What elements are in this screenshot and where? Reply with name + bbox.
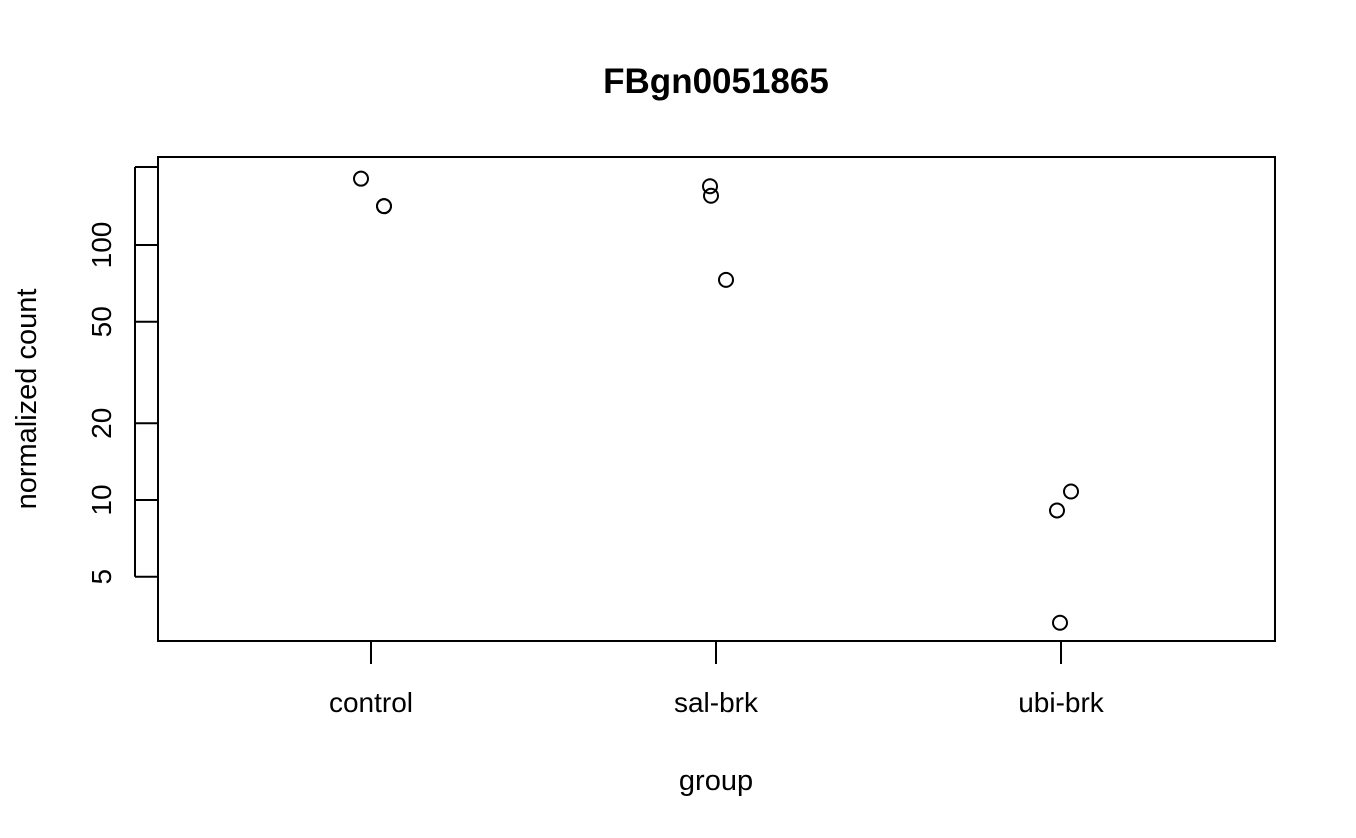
data-points: [353, 170, 1079, 631]
data-point: [353, 170, 369, 187]
y-tick-label: 10: [86, 484, 117, 515]
data-point: [703, 187, 719, 204]
y-tick-label: 50: [86, 306, 117, 337]
data-point: [1049, 502, 1065, 519]
y-tick-label: 5: [86, 569, 117, 585]
y-axis: 5 10 20 50 100: [86, 166, 158, 585]
y-tick-label: 100: [86, 222, 117, 269]
data-point: [718, 271, 734, 288]
plot-box: [157, 156, 1276, 642]
x-axis: control sal-brk ubi-brk: [329, 641, 1105, 718]
chart-title: FBgn0051865: [603, 62, 829, 101]
data-point: [702, 178, 718, 195]
data-point: [1063, 483, 1079, 500]
y-tick-label: 20: [86, 408, 117, 439]
x-axis-label: group: [679, 765, 753, 797]
x-tick-label: control: [329, 687, 413, 718]
x-tick-label: ubi-brk: [1018, 687, 1105, 718]
data-point: [1052, 614, 1068, 631]
y-axis-label: normalized count: [11, 289, 43, 510]
data-point: [376, 198, 392, 215]
x-tick-label: sal-brk: [674, 687, 759, 718]
